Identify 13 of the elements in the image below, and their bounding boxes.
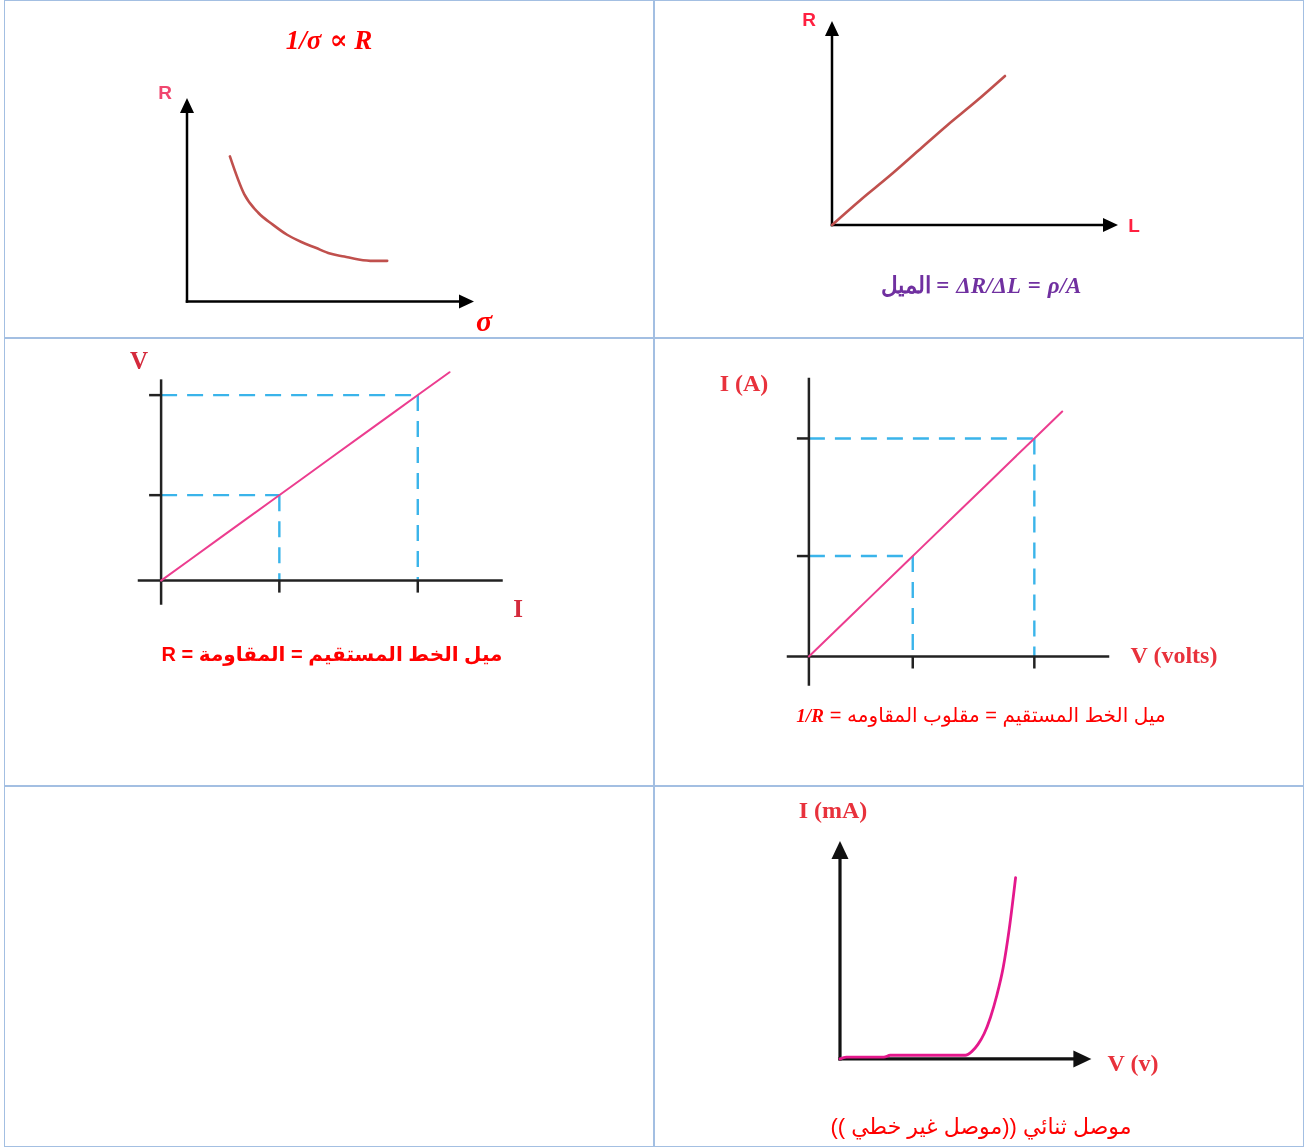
text: موصل ثنائي ((موصل غير خطي ))	[830, 1114, 1132, 1140]
y-axis-title: I (mA)	[798, 797, 868, 825]
chart-title: 1/σ ∝ R	[285, 25, 373, 57]
x-axis-title: V (volts)	[1130, 642, 1218, 670]
x-axis-title: σ	[475, 303, 493, 339]
y-axis-title: V	[129, 346, 149, 376]
text: ميل الخط المستقيم = المقاومة = R	[161, 642, 503, 666]
x-axis-title: I	[513, 594, 523, 624]
x-axis-title: V (v)	[1107, 1050, 1159, 1078]
x-axis-title: L	[1128, 215, 1140, 237]
y-axis-title: R	[158, 82, 172, 104]
y-axis-title: I (A)	[719, 370, 769, 398]
y-axis-title: R	[802, 9, 816, 31]
